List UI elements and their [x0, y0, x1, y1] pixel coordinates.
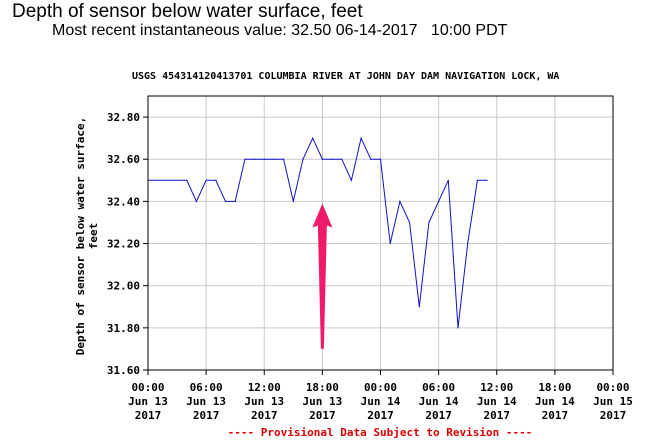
- data-point: [341, 158, 343, 160]
- x-tick-label: Jun 14: [535, 395, 575, 408]
- data-point: [253, 158, 256, 160]
- data-point: [321, 158, 323, 160]
- x-tick-label: Jun 13: [128, 395, 168, 408]
- x-tick-label: 18:00: [306, 381, 339, 394]
- y-axis-label-line2: feet: [87, 223, 100, 250]
- data-point: [215, 179, 217, 181]
- data-point: [331, 158, 333, 160]
- x-tick-label: 06:00: [422, 381, 455, 394]
- data-point: [273, 158, 275, 160]
- x-tick-label: Jun 13: [244, 395, 284, 408]
- y-tick-label: 32.60: [107, 153, 140, 166]
- x-tick-label: 2017: [135, 409, 162, 422]
- x-tick-label: 2017: [425, 409, 452, 422]
- x-tick-label: 18:00: [538, 381, 571, 394]
- x-tick-label: Jun 15: [593, 395, 633, 408]
- annotation-arrow: [312, 203, 333, 349]
- x-tick-label: 2017: [367, 409, 394, 422]
- data-point: [350, 179, 353, 181]
- data-point: [186, 179, 188, 181]
- x-tick-label: 00:00: [364, 381, 397, 394]
- data-point: [438, 200, 440, 202]
- x-tick-label: 2017: [600, 409, 627, 422]
- x-tick-label: 12:00: [248, 381, 281, 394]
- data-point: [224, 200, 227, 202]
- x-tick-label: 00:00: [131, 381, 164, 394]
- x-tick-label: Jun 13: [303, 395, 343, 408]
- y-tick-label: 31.80: [107, 322, 140, 335]
- data-point: [379, 158, 382, 160]
- x-tick-label: 2017: [193, 409, 220, 422]
- chart-title: USGS 454314120413701 COLUMBIA RIVER AT J…: [132, 71, 559, 82]
- y-axis-label-line1: Depth of sensor below water surface,: [74, 117, 87, 355]
- x-tick-label: 2017: [309, 409, 336, 422]
- series-points: [147, 137, 488, 329]
- data-point: [283, 158, 285, 160]
- data-point: [360, 137, 362, 139]
- data-point: [486, 179, 488, 181]
- y-tick-label: 32.40: [107, 195, 140, 208]
- data-point: [408, 221, 411, 224]
- data-point: [244, 158, 246, 160]
- x-tick-label: 2017: [484, 409, 511, 422]
- y-axis-ticks: 31.60 31.80 32.00 32.20 32.40 32.60 32.80: [107, 111, 148, 377]
- y-axis-label: Depth of sensor below water surface, fee…: [74, 117, 100, 355]
- arrow-shape: [312, 203, 333, 349]
- x-tick-label: 2017: [542, 409, 569, 422]
- x-tick-label: 00:00: [596, 381, 629, 394]
- data-point: [312, 137, 314, 139]
- data-point: [476, 179, 478, 181]
- x-tick-label: 06:00: [190, 381, 223, 394]
- x-tick-label: Jun 14: [477, 395, 517, 408]
- data-point: [302, 158, 304, 160]
- grid-lines: [147, 96, 614, 371]
- data-point: [205, 179, 207, 181]
- data-point: [370, 158, 372, 160]
- x-tick-label: 12:00: [480, 381, 513, 394]
- data-point: [292, 200, 294, 202]
- y-tick-label: 32.00: [107, 280, 140, 293]
- x-tick-label: 2017: [251, 409, 278, 422]
- provisional-data-note: ---- Provisional Data Subject to Revisio…: [228, 426, 533, 439]
- data-point: [428, 221, 430, 224]
- page-title: Depth of sensor below water surface, fee…: [12, 1, 363, 22]
- x-tick-label: Jun 14: [361, 395, 401, 408]
- data-point: [418, 306, 420, 308]
- x-tick-label: Jun 14: [419, 395, 459, 408]
- data-point: [234, 200, 236, 202]
- y-tick-label: 32.80: [107, 111, 140, 124]
- data-point: [389, 242, 391, 245]
- y-tick-label: 31.60: [107, 364, 140, 377]
- data-point: [447, 179, 449, 181]
- data-point: [399, 200, 401, 202]
- data-point: [457, 327, 459, 329]
- data-point: [195, 200, 198, 202]
- page-subtitle: Most recent instantaneous value: 32.50 0…: [52, 22, 508, 39]
- plot-frame: [147, 95, 614, 371]
- data-point: [467, 242, 469, 245]
- y-tick-label: 32.20: [107, 238, 140, 251]
- series-line-depth: [148, 136, 488, 328]
- x-tick-label: Jun 13: [186, 395, 226, 408]
- data-point: [263, 158, 265, 160]
